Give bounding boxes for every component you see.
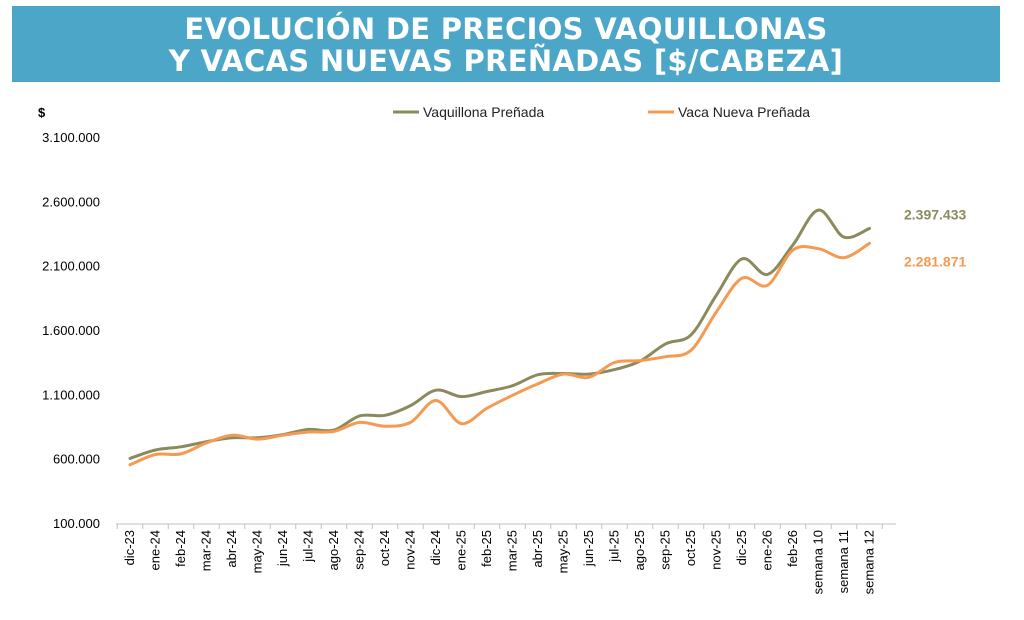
x-tick-label: sep-25	[658, 530, 673, 570]
y-tick-label: 2.100.000	[42, 259, 100, 274]
x-tick-label: semana 12	[862, 530, 877, 594]
x-tick-label: sep-24	[352, 530, 367, 570]
y-tick-label: 100.000	[53, 516, 100, 531]
x-tick-label: may-24	[250, 530, 265, 573]
x-tick-label: jun-25	[581, 530, 596, 567]
x-tick-label: jul-25	[607, 530, 622, 563]
legend: Vaquillona Preñada Vaca Nueva Preñada	[393, 104, 810, 120]
x-tick-label: dic-24	[428, 530, 443, 565]
y-axis-unit-label: $	[38, 105, 46, 120]
x-tick-label: dic-23	[122, 530, 137, 565]
y-axis: 100.000 600.000 1.100.000 1.600.000 2.100.00…	[42, 130, 100, 531]
line-chart: $ 100.000 600.000 1.100.000 1.600.000 2.100.…	[38, 104, 966, 594]
x-tick-label: ene-24	[148, 530, 163, 570]
title-banner: EVOLUCIÓN DE PRECIOS VAQUILLONAS Y VACAS…	[12, 6, 1000, 82]
end-value-label-vaca-nueva-pre-ada: 2.281.871	[904, 253, 966, 269]
x-tick-label: ago-24	[326, 530, 341, 570]
x-tick-label: jun-24	[275, 530, 290, 567]
x-tick-label: mar-24	[199, 530, 214, 571]
x-axis: dic-23 ene-24 feb-24 mar-24 abr-24 may-24 jun-…	[116, 523, 896, 594]
y-tick-label: 3.100.000	[42, 130, 100, 145]
y-tick-label: 2.600.000	[42, 194, 100, 209]
series-line-vaca-nueva-pre-ada	[128, 241, 871, 467]
x-tick-label: oct-24	[377, 530, 392, 566]
x-tick-label: mar-25	[505, 530, 520, 571]
x-tick-label: nov-24	[403, 530, 418, 570]
x-tick-label: abr-24	[224, 530, 239, 568]
x-tick-label: abr-25	[530, 530, 545, 568]
x-tick-label: feb-25	[479, 530, 494, 567]
x-tick-label: may-25	[556, 530, 571, 573]
x-tick-label: jul-24	[301, 530, 316, 563]
x-tick-label: semana 11	[836, 530, 851, 593]
end-labels: 2.397.433 2.281.871	[904, 206, 966, 269]
x-tick-label: feb-24	[173, 530, 188, 567]
series-line-vaquillona-pre-ada	[128, 208, 871, 460]
series-lines	[128, 208, 871, 467]
x-tick-label: oct-25	[683, 530, 698, 566]
y-tick-label: 600.000	[53, 452, 100, 467]
x-tick-label: ago-25	[632, 530, 647, 570]
x-tick-label: dic-25	[734, 530, 749, 565]
end-value-label-vaquillona-pre-ada: 2.397.433	[904, 206, 966, 222]
legend-label-vaquillona-pre-ada: Vaquillona Preñada	[423, 104, 544, 120]
x-tick-label: semana 10	[811, 530, 826, 594]
y-tick-label: 1.600.000	[42, 323, 100, 338]
legend-label-vaca-nueva-pre-ada: Vaca Nueva Preñada	[678, 104, 810, 120]
chart-title-line-2: Y VACAS NUEVAS PREÑADAS [$/CABEZA]	[168, 44, 844, 78]
y-tick-label: 1.100.000	[42, 387, 100, 402]
x-tick-label: nov-25	[709, 530, 724, 570]
chart-title-line-1: EVOLUCIÓN DE PRECIOS VAQUILLONAS	[184, 12, 828, 46]
x-tick-label: ene-26	[760, 530, 775, 570]
x-tick-label: feb-26	[785, 530, 800, 567]
x-tick-label: ene-25	[454, 530, 469, 570]
